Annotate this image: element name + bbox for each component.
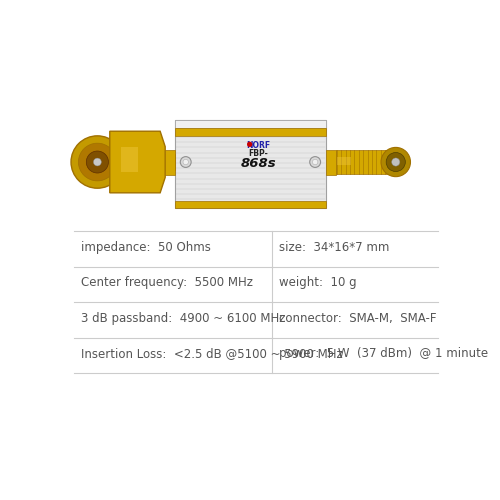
Text: NORF: NORF (246, 141, 270, 150)
Text: power:  5 W  (37 dBm)  @ 1 minute: power: 5 W (37 dBm) @ 1 minute (278, 347, 488, 360)
Polygon shape (110, 131, 165, 193)
Circle shape (94, 158, 102, 166)
Circle shape (71, 136, 124, 188)
Bar (175, 200, 326, 208)
Text: weight:  10 g: weight: 10 g (278, 276, 356, 289)
Text: 3 dB passband:  4900 ~ 6100 MHz: 3 dB passband: 4900 ~ 6100 MHz (81, 312, 286, 324)
Bar (337, 156, 351, 165)
Circle shape (310, 156, 320, 168)
Text: FBP-: FBP- (248, 148, 268, 158)
Text: connector:  SMA-M,  SMA-F: connector: SMA-M, SMA-F (278, 312, 436, 324)
Circle shape (248, 142, 252, 146)
Circle shape (392, 158, 400, 166)
Text: Center frequency:  5500 MHz: Center frequency: 5500 MHz (81, 276, 253, 289)
Bar (175, 120, 326, 208)
Bar (165, 154, 175, 170)
Circle shape (78, 143, 116, 181)
Bar (165, 150, 175, 174)
Circle shape (86, 151, 108, 173)
Text: 868s: 868s (240, 157, 276, 170)
Circle shape (381, 148, 410, 176)
Circle shape (183, 160, 188, 164)
Text: Insertion Loss:  <2.5 dB @5100 ~ 5900 MHz: Insertion Loss: <2.5 dB @5100 ~ 5900 MHz (81, 347, 343, 360)
Circle shape (386, 152, 406, 172)
Text: impedance:  50 Ohms: impedance: 50 Ohms (81, 241, 211, 254)
Text: size:  34*16*7 mm: size: 34*16*7 mm (278, 241, 389, 254)
Bar (326, 150, 336, 174)
Circle shape (312, 160, 318, 164)
Bar (120, 146, 138, 172)
Bar (175, 128, 326, 136)
Bar (175, 120, 326, 128)
Circle shape (180, 156, 191, 168)
Bar (336, 150, 396, 174)
